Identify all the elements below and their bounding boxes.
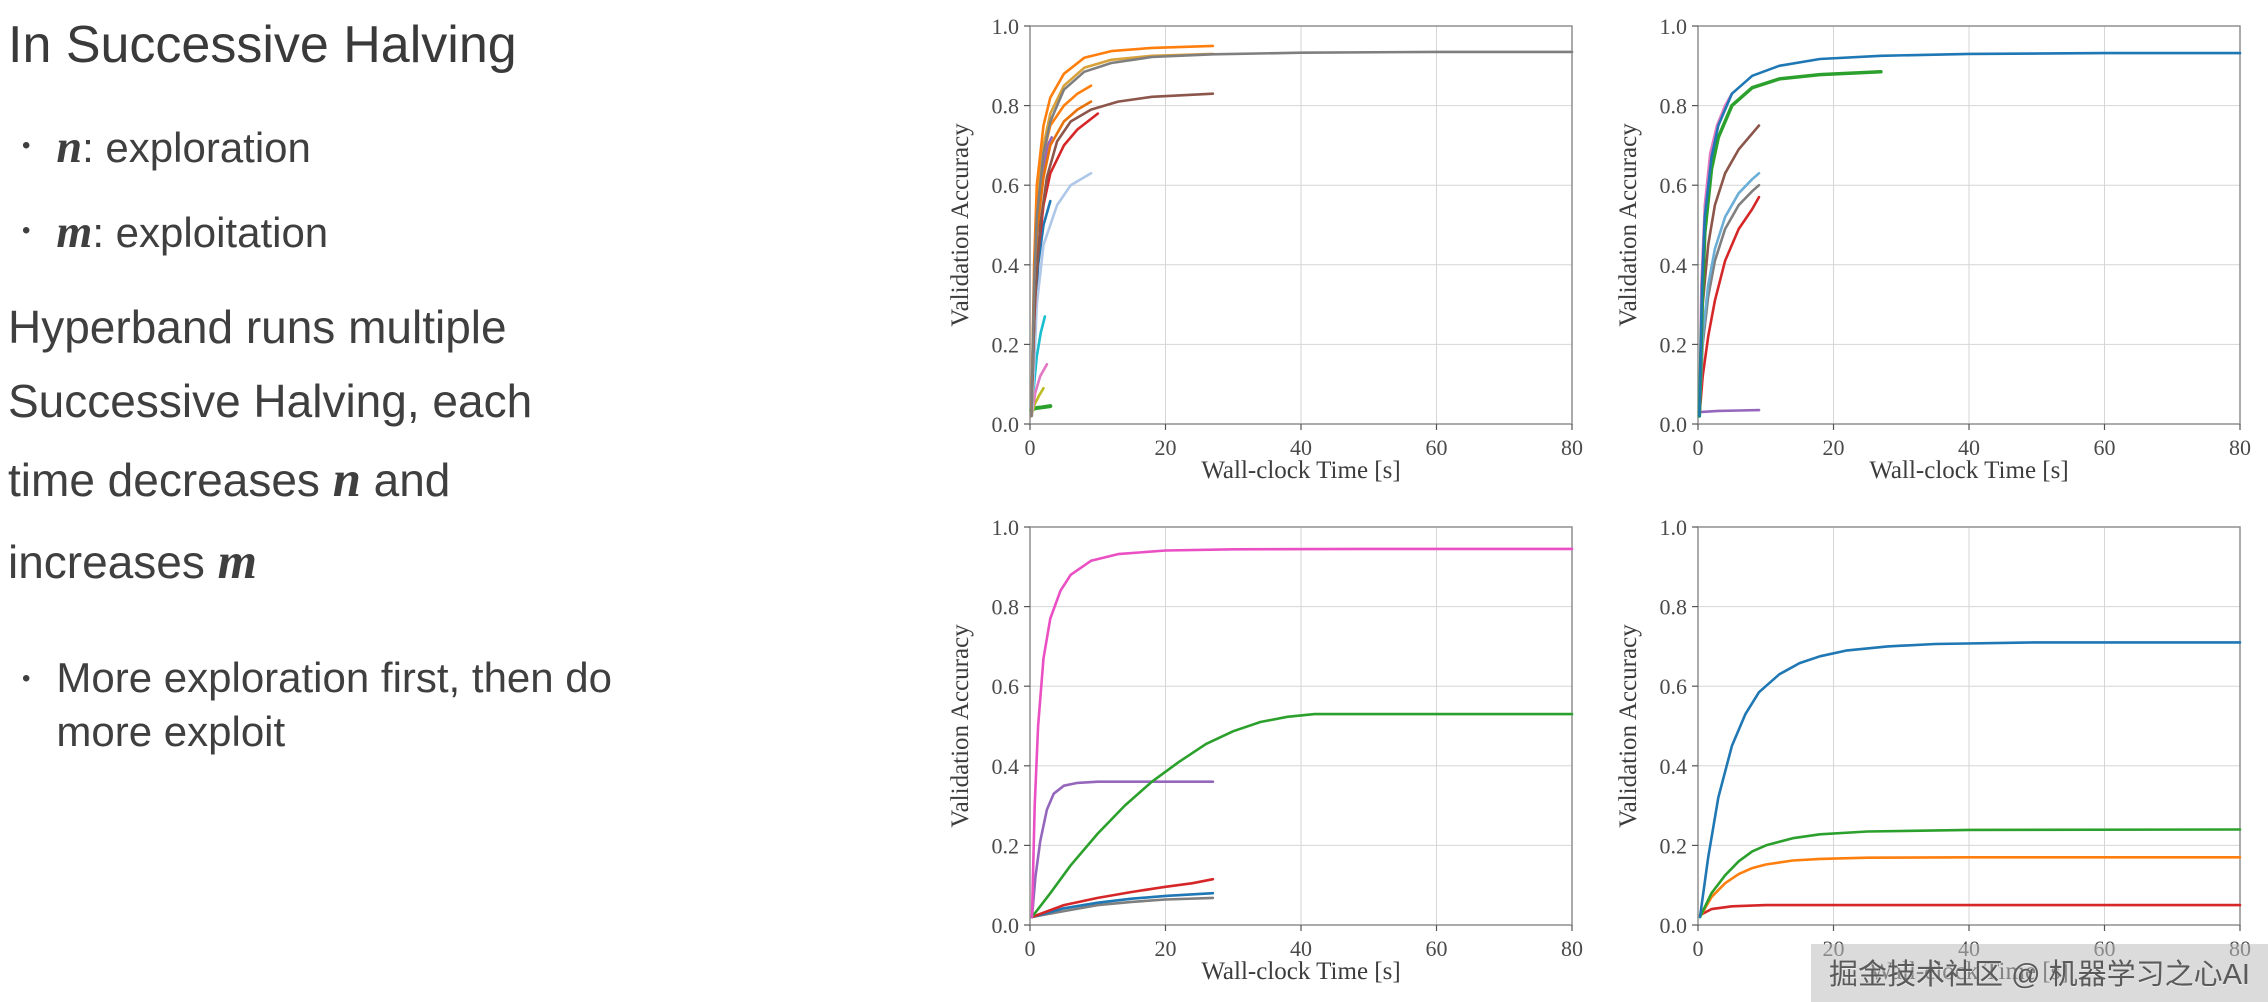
svg-text:Wall-clock Time [s]: Wall-clock Time [s] (1201, 958, 1400, 985)
svg-text:Validation Accuracy: Validation Accuracy (947, 122, 974, 326)
paragraph-part1: Hyperband runs multiple Successive Halvi… (8, 300, 533, 506)
bullet-dot: • (22, 217, 31, 245)
math-symbol-n: n (56, 120, 83, 172)
svg-text:0.4: 0.4 (992, 252, 1020, 277)
svg-text:0.6: 0.6 (1660, 674, 1688, 699)
svg-text:20: 20 (1155, 936, 1177, 961)
svg-text:80: 80 (1561, 936, 1583, 961)
svg-text:1.0: 1.0 (1660, 515, 1688, 540)
svg-text:Validation Accuracy: Validation Accuracy (1615, 623, 1642, 827)
svg-text:Wall-clock Time [s]: Wall-clock Time [s] (1869, 457, 2068, 484)
svg-text:Wall-clock Time [s]: Wall-clock Time [s] (1201, 457, 1400, 484)
svg-text:0.6: 0.6 (992, 173, 1020, 198)
hyperband-paragraph: Hyperband runs multiple Successive Halvi… (8, 290, 608, 603)
bullet-more-exploration: • More exploration first, then do more e… (8, 651, 680, 760)
paragraph-part2: and increases (8, 453, 451, 588)
svg-text:0.4: 0.4 (992, 753, 1020, 778)
bullet-exploration: • n: exploration (8, 120, 680, 173)
bullet-list-bottom: • More exploration first, then do more e… (8, 651, 680, 760)
bullet-exploration-text: n: exploration (56, 120, 311, 173)
bullet-dot: • (22, 132, 31, 160)
svg-text:1.0: 1.0 (992, 515, 1020, 540)
math-symbol-m: m (217, 532, 258, 589)
svg-text:0.8: 0.8 (1660, 93, 1688, 118)
svg-text:0.2: 0.2 (1660, 833, 1688, 858)
svg-text:0.0: 0.0 (992, 412, 1020, 437)
svg-text:0.6: 0.6 (992, 674, 1020, 699)
svg-text:0.2: 0.2 (1660, 332, 1688, 357)
chart-cell-top-right: 0 20 40 60 80 0.0 0.2 0.4 0.6 0.8 1.0 Wall-clock Ti… (1600, 0, 2268, 501)
svg-text:40: 40 (1958, 435, 1980, 460)
math-symbol-m: m (56, 205, 93, 257)
chart-bottom-left: 0 20 40 60 80 0.0 0.2 0.4 0.6 0.8 1.0 Wall-clock Ti… (947, 515, 1583, 985)
svg-text:0.0: 0.0 (992, 913, 1020, 938)
svg-text:0.2: 0.2 (992, 332, 1020, 357)
svg-text:60: 60 (1426, 936, 1448, 961)
svg-text:Validation Accuracy: Validation Accuracy (1615, 122, 1642, 326)
svg-text:1.0: 1.0 (1660, 14, 1688, 39)
bullet-more-exploration-text: More exploration first, then do more exp… (56, 653, 613, 756)
svg-text:0.6: 0.6 (1660, 173, 1688, 198)
bullet-list-top: • n: exploration • m: exploitation (8, 120, 680, 258)
svg-text:0.2: 0.2 (992, 833, 1020, 858)
bullet-exploitation-text: m: exploitation (56, 205, 328, 258)
bullet-exploration-rest: : exploration (82, 123, 311, 171)
svg-text:0: 0 (1693, 435, 1704, 460)
svg-text:1.0: 1.0 (992, 14, 1020, 39)
svg-text:Validation Accuracy: Validation Accuracy (947, 623, 974, 827)
svg-text:0: 0 (1693, 936, 1704, 961)
svg-text:0.0: 0.0 (1660, 412, 1688, 437)
svg-text:0: 0 (1025, 936, 1036, 961)
svg-text:40: 40 (1290, 435, 1312, 460)
svg-text:0.4: 0.4 (1660, 252, 1688, 277)
chart-cell-top-left: 0 20 40 60 80 0.0 0.2 0.4 0.6 0.8 1.0 Wall-clock Ti… (932, 0, 1600, 501)
math-symbol-n: n (332, 450, 361, 507)
svg-text:60: 60 (1426, 435, 1448, 460)
chart-cell-bottom-left: 0 20 40 60 80 0.0 0.2 0.4 0.6 0.8 1.0 Wall-clock Ti… (932, 501, 1600, 1002)
svg-text:0.0: 0.0 (1660, 913, 1688, 938)
svg-text:20: 20 (1155, 435, 1177, 460)
slide-title: In Successive Halving (8, 16, 517, 74)
watermark: 掘金技术社区 @ 机器学习之心AI (1811, 944, 2268, 1002)
charts-grid: 0 20 40 60 80 0.0 0.2 0.4 0.6 0.8 1.0 Wall-clock Ti… (932, 0, 2268, 1002)
chart-top-left: 0 20 40 60 80 0.0 0.2 0.4 0.6 0.8 1.0 Wall-clock Ti… (947, 14, 1583, 484)
svg-text:0.4: 0.4 (1660, 753, 1688, 778)
svg-text:0.8: 0.8 (1660, 594, 1688, 619)
svg-text:0: 0 (1025, 435, 1036, 460)
chart-top-right: 0 20 40 60 80 0.0 0.2 0.4 0.6 0.8 1.0 Wall-clock Ti… (1615, 14, 2251, 484)
text-panel: In Successive Halving • n: exploration •… (0, 0, 680, 792)
svg-text:80: 80 (2229, 435, 2251, 460)
svg-text:40: 40 (1290, 936, 1312, 961)
svg-text:60: 60 (2094, 435, 2116, 460)
svg-text:20: 20 (1823, 435, 1845, 460)
svg-text:0.8: 0.8 (992, 594, 1020, 619)
svg-text:0.8: 0.8 (992, 93, 1020, 118)
bullet-exploitation: • m: exploitation (8, 205, 680, 258)
bullet-dot: • (22, 664, 31, 692)
bullet-exploitation-rest: : exploitation (92, 208, 329, 256)
svg-text:80: 80 (1561, 435, 1583, 460)
